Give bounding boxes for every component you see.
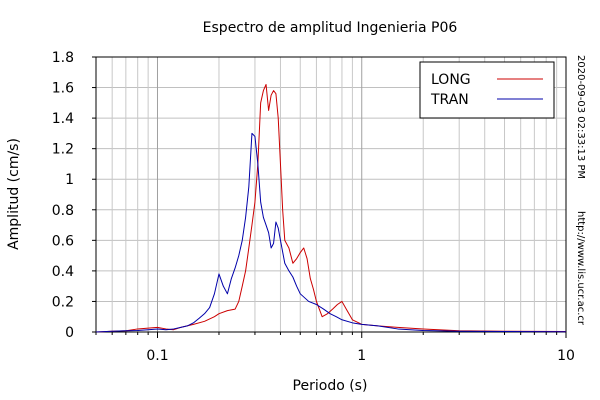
y-tick-label: 0 bbox=[65, 325, 74, 341]
y-tick-label: 0.4 bbox=[52, 264, 74, 280]
url-annotation: http://www.lis.ucr.ac.cr bbox=[575, 211, 586, 326]
legend-box bbox=[419, 61, 555, 119]
x-tick-label: 10 bbox=[557, 348, 575, 364]
y-tick-label: 1.2 bbox=[52, 142, 74, 158]
y-tick-label: 0.6 bbox=[52, 233, 74, 249]
series-line-long bbox=[95, 84, 567, 333]
legend-label-tran: TRAN bbox=[430, 92, 469, 108]
legend: LONG TRAN bbox=[419, 61, 555, 119]
y-tick-label: 0.8 bbox=[52, 203, 74, 219]
y-tick-label: 1.6 bbox=[52, 81, 74, 97]
y-tick-label: 1.4 bbox=[52, 111, 74, 127]
timestamp-annotation: 2020-09-03 02:33:13 PM bbox=[575, 55, 586, 179]
grid-layer bbox=[95, 56, 567, 333]
series-line-tran bbox=[95, 132, 567, 333]
x-tick-label: 1 bbox=[357, 348, 366, 364]
y-tick-label: 1 bbox=[65, 172, 74, 188]
chart-title: Espectro de amplitud Ingenieria P06 bbox=[203, 20, 458, 36]
plot-frame bbox=[95, 56, 567, 333]
series-layer bbox=[95, 84, 567, 333]
tick-layer: 0 0.2 0.4 0.6 0.8 1 1.2 1.4 1.6 1.8 0.1 1 10 bbox=[52, 50, 575, 364]
x-tick-label: 0.1 bbox=[146, 348, 168, 364]
y-tick-label: 1.8 bbox=[52, 50, 74, 66]
x-axis-label: Periodo (s) bbox=[293, 378, 368, 394]
y-axis-label: Amplitud (cm/s) bbox=[6, 138, 22, 250]
y-tick-label: 0.2 bbox=[52, 294, 74, 310]
legend-label-long: LONG bbox=[431, 72, 471, 88]
